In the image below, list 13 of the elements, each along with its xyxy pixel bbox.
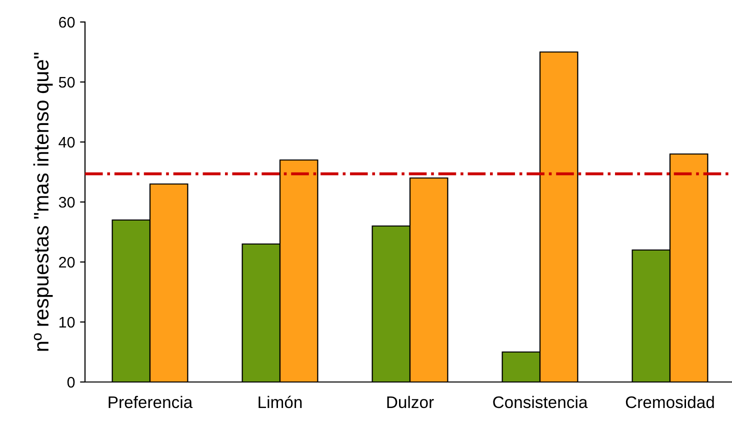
x-tick-label: Dulzor xyxy=(387,396,434,408)
y-tick-label: 50 xyxy=(58,76,75,88)
y-tick-label: 60 xyxy=(59,16,75,28)
x-tick-label: Consistencia xyxy=(493,396,588,408)
y-tick-label: 0 xyxy=(67,376,75,388)
x-tick-label: Cremosidad xyxy=(626,396,714,408)
y-axis-title: nº respuestas "mas intenso que" xyxy=(33,52,53,351)
y-tick-label: 20 xyxy=(59,256,75,268)
x-tick-label: Preferencia xyxy=(108,396,193,408)
y-tick-label: 10 xyxy=(59,316,75,328)
y-tick-label: 40 xyxy=(58,136,75,148)
x-tick-label: Limón xyxy=(258,396,302,408)
y-tick-label: 30 xyxy=(58,196,75,208)
